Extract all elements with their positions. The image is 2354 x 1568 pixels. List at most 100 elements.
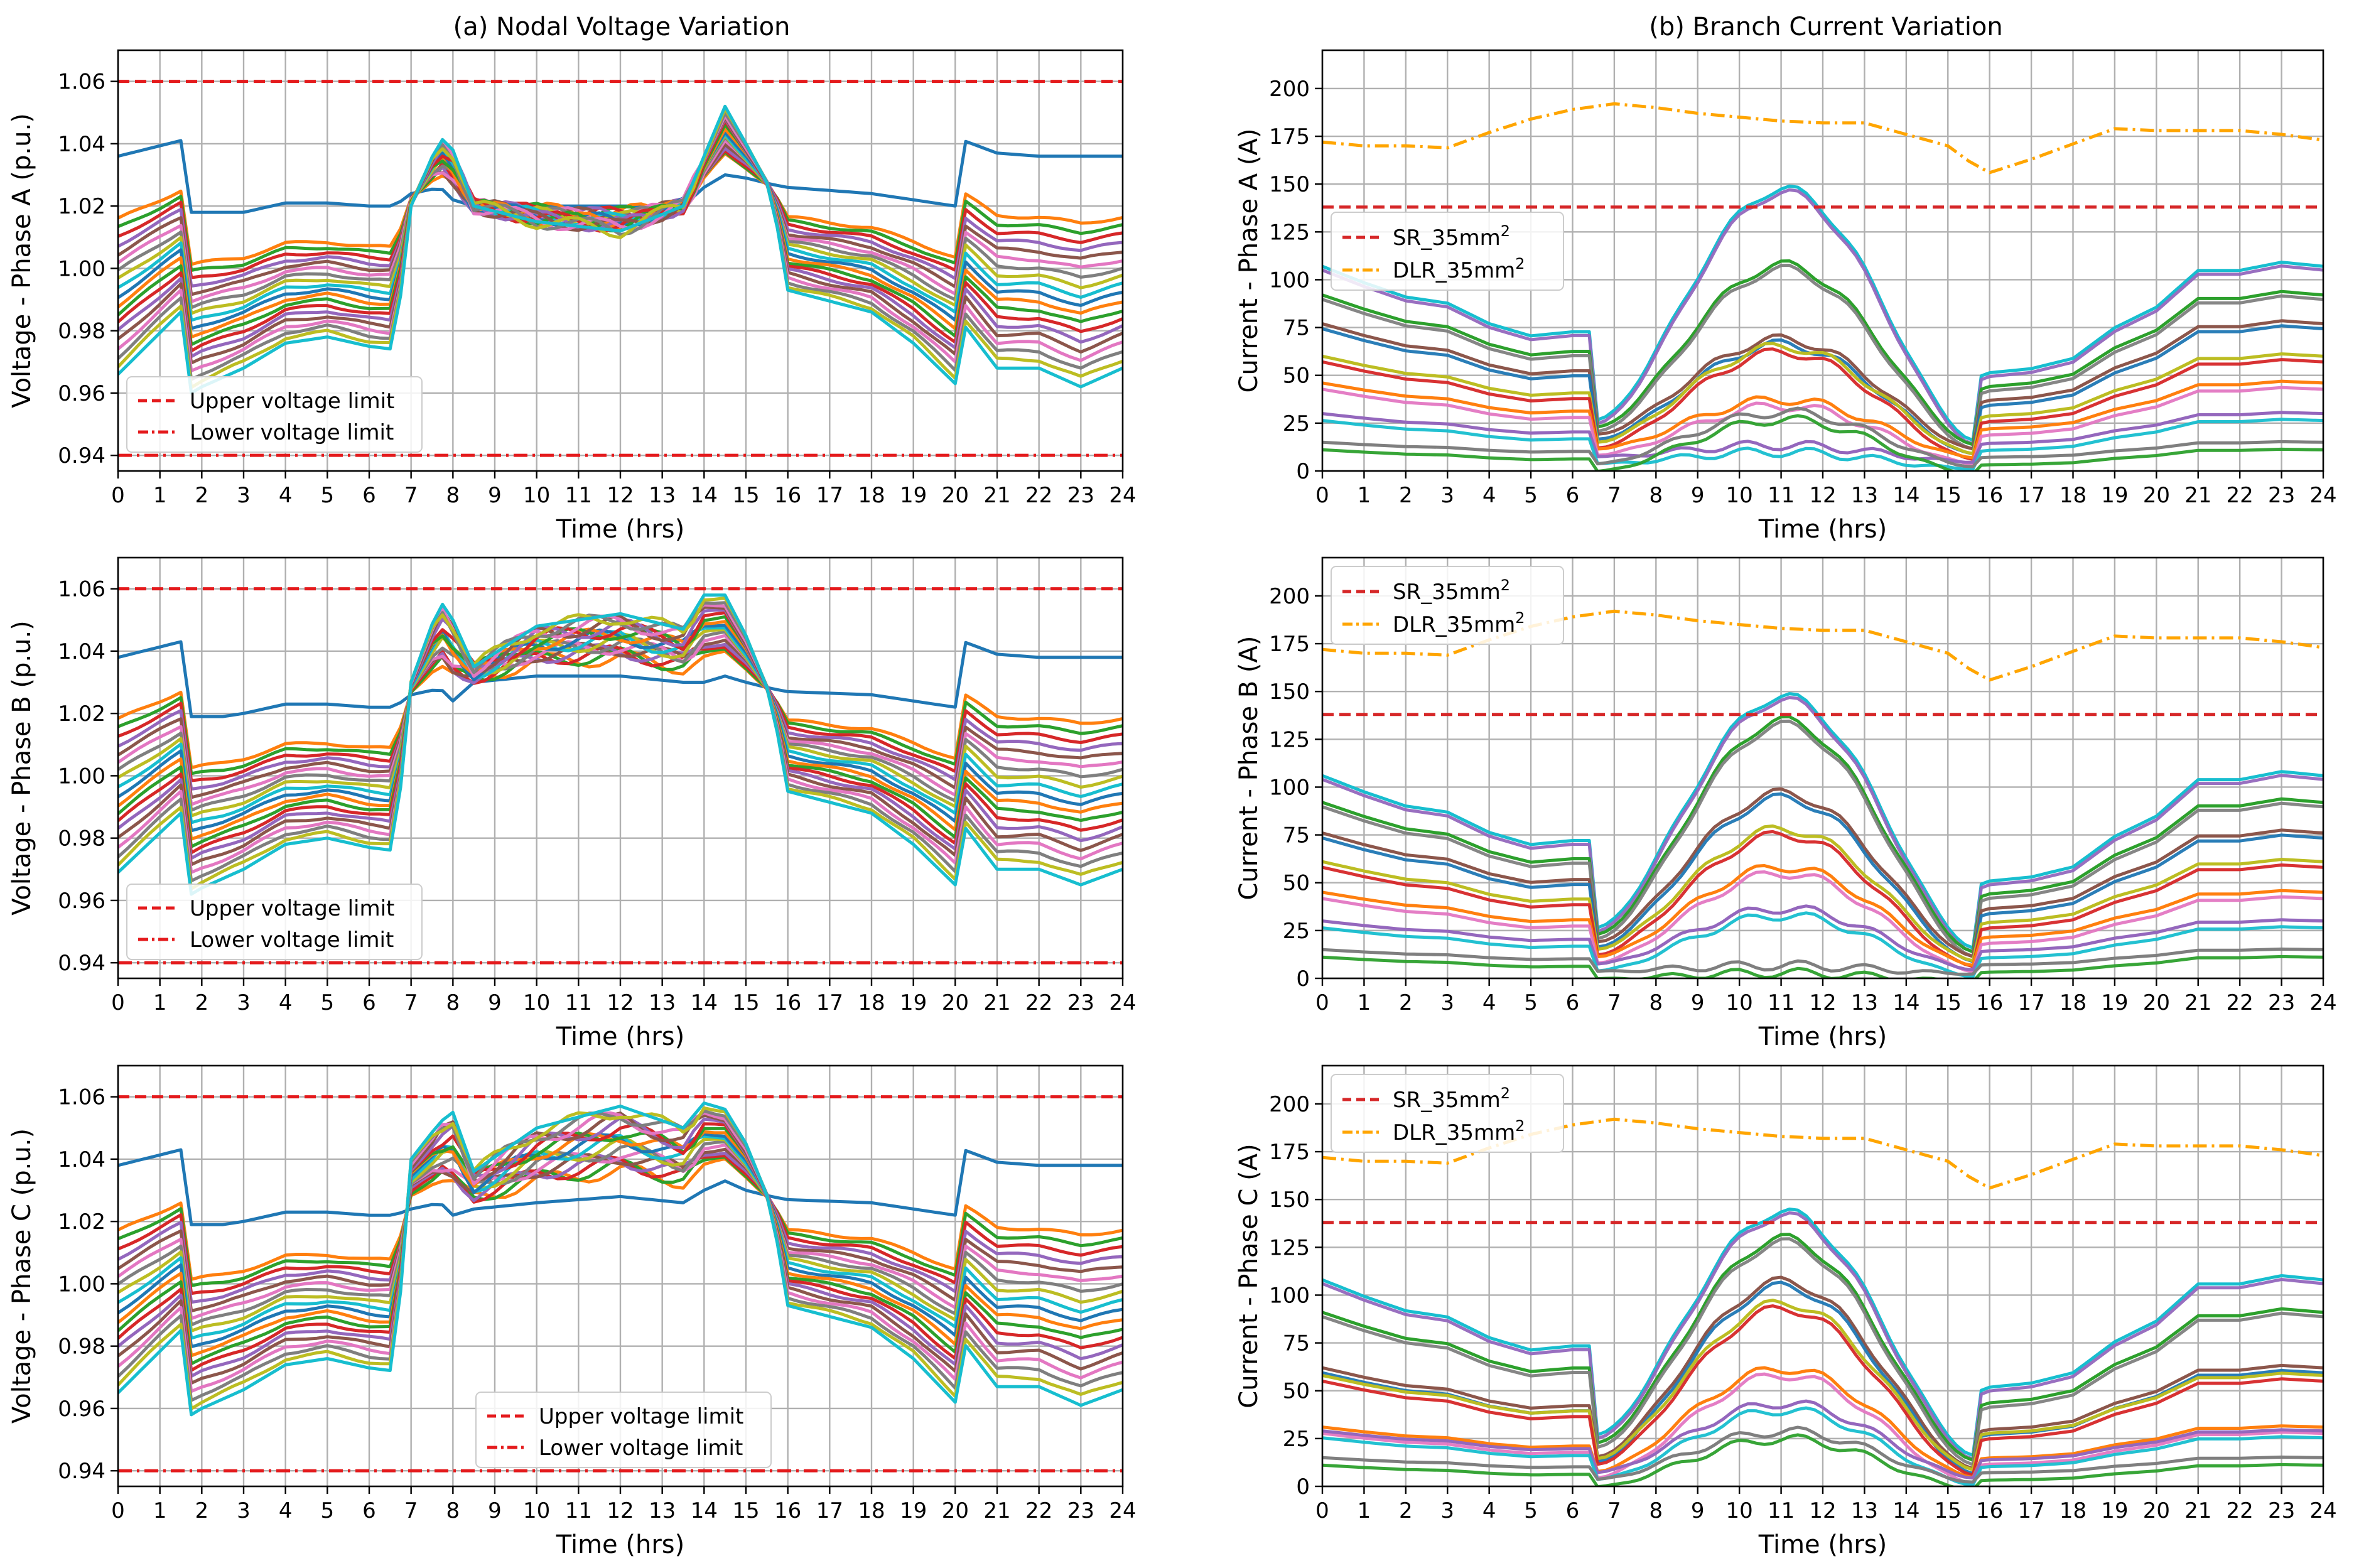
x-tick-label: 8 — [446, 990, 460, 1015]
legend-upper-label: Upper voltage limit — [539, 1404, 743, 1429]
x-tick-label: 24 — [2309, 1498, 2336, 1523]
x-tick-label: 2 — [195, 483, 209, 508]
chart-c-a: 0 1 2 3 4 5 6 7 8 9 10 11 12 13 14 15 16 17 18 19 20 21 22 23 24… — [1234, 49, 2337, 544]
x-tick-label: 24 — [1109, 990, 1136, 1015]
x-tick-label: 11 — [1768, 990, 1795, 1015]
y-tick-label: 1.04 — [58, 639, 105, 664]
y-tick-label: 1.00 — [58, 256, 105, 281]
voltage-series-node-1 — [118, 640, 1123, 718]
x-tick-label: 21 — [2184, 990, 2211, 1015]
current-series-3-b — [1322, 324, 2323, 456]
legend-sr-sup: 2 — [1501, 576, 1510, 594]
current-series-3 — [1322, 787, 2323, 958]
x-tick-label: 22 — [1025, 990, 1052, 1015]
y-axis-label: Voltage - Phase B (p.u.) — [8, 620, 36, 916]
y-tick-label: 125 — [1269, 727, 1310, 752]
x-tick-label: 5 — [321, 483, 335, 508]
x-tick-label: 23 — [1067, 1498, 1094, 1523]
y-axis-label: Current - Phase B (A) — [1234, 636, 1263, 900]
series-group — [1322, 692, 2323, 978]
y-tick-label: 50 — [1283, 871, 1310, 896]
x-tick-label: 19 — [2101, 483, 2128, 508]
legend-dlr-label: DLR_35mm2 — [1393, 609, 1525, 637]
x-tick-label: 17 — [816, 1498, 843, 1523]
x-tick-label: 17 — [816, 990, 843, 1015]
x-tick-label: 16 — [1976, 990, 2003, 1015]
x-tick-label: 7 — [1607, 1498, 1621, 1523]
current-series-4-b — [1322, 1304, 2323, 1477]
x-tick-label: 14 — [691, 990, 718, 1015]
x-axis-label: Time (hrs) — [556, 515, 684, 544]
x-tick-label: 10 — [523, 1498, 550, 1523]
series-group — [118, 1101, 1123, 1417]
current-series-4-b — [1322, 830, 2323, 968]
x-tick-label: 3 — [237, 1498, 251, 1523]
legend-dlr-sup: 2 — [1515, 609, 1525, 627]
legend-sr-label: SR_35mm2 — [1393, 222, 1510, 251]
legend-dlr-sup: 2 — [1515, 255, 1525, 273]
y-tick-label: 50 — [1283, 1379, 1310, 1404]
x-tick-label: 14 — [1892, 483, 1919, 508]
x-tick-label: 15 — [1935, 483, 1962, 508]
x-tick-label: 19 — [900, 990, 927, 1015]
plot-frame — [1321, 556, 2324, 980]
x-tick-label: 13 — [649, 483, 676, 508]
chart-v-a: 0 1 2 3 4 5 6 7 8 9 10 11 12 13 14 15 16 17 18 19 20 21 22 23 24… — [8, 49, 1137, 544]
x-tick-label: 1 — [153, 483, 167, 508]
current-series-7-b — [1322, 414, 2323, 471]
x-tick-label: 16 — [774, 990, 801, 1015]
y-tick-label: 0 — [1296, 459, 1310, 484]
y-tick-label: 1.00 — [58, 1272, 105, 1297]
x-tick-label: 16 — [1976, 483, 2003, 508]
current-series-5 — [1322, 864, 2323, 967]
legend-dlr-label: DLR_35mm2 — [1393, 255, 1525, 283]
x-tick-label: 12 — [1809, 990, 1836, 1015]
current-series-7-b — [1322, 954, 2323, 978]
legend-box — [126, 884, 423, 960]
x-tick-label: 4 — [279, 990, 293, 1015]
series-group — [118, 593, 1123, 896]
x-tick-label: 18 — [2060, 483, 2087, 508]
y-tick-label: 0.94 — [58, 443, 105, 468]
x-tick-label: 1 — [1358, 990, 1371, 1015]
legend-sr-text: SR_35mm — [1393, 1088, 1501, 1113]
x-tick-label: 15 — [732, 1498, 759, 1523]
x-tick-label: 18 — [858, 483, 885, 508]
x-tick-label: 6 — [362, 483, 376, 508]
y-tick-label: 100 — [1269, 775, 1310, 800]
x-tick-label: 6 — [362, 1498, 376, 1523]
x-tick-label: 0 — [111, 483, 125, 508]
x-tick-label: 20 — [942, 1498, 969, 1523]
legend-dlr-text: DLR_35mm — [1393, 1120, 1515, 1145]
current-series-2 — [1322, 715, 2323, 954]
x-tick-label: 20 — [942, 990, 969, 1015]
current-series-6 — [1322, 1399, 2323, 1480]
y-tick-label: 100 — [1269, 268, 1310, 293]
x-tick-label: 10 — [1726, 1498, 1753, 1523]
y-tick-label: 0.94 — [58, 951, 105, 976]
x-tick-label: 7 — [1607, 990, 1621, 1015]
x-axis-label: Time (hrs) — [1758, 1530, 1887, 1559]
x-tick-label: 13 — [1851, 483, 1878, 508]
x-tick-label: 2 — [1399, 1498, 1413, 1523]
y-tick-label: 175 — [1269, 632, 1310, 657]
x-tick-label: 1 — [1358, 483, 1371, 508]
y-tick-label: 175 — [1269, 124, 1310, 149]
x-axis-label: Time (hrs) — [556, 1022, 684, 1051]
x-tick-label: 10 — [523, 990, 550, 1015]
x-tick-label: 12 — [1809, 1498, 1836, 1523]
current-series-7 — [1322, 406, 2323, 468]
legend-sr-text: SR_35mm — [1393, 225, 1501, 251]
x-tick-label: 4 — [1482, 483, 1496, 508]
y-tick-label: 1.02 — [58, 194, 105, 219]
x-tick-label: 13 — [1851, 990, 1878, 1015]
current-series-3 — [1322, 319, 2323, 451]
x-tick-label: 22 — [2227, 483, 2254, 508]
x-tick-label: 7 — [404, 1498, 418, 1523]
y-tick-label: 25 — [1283, 919, 1310, 944]
x-tick-label: 20 — [2143, 1498, 2170, 1523]
x-tick-label: 13 — [1851, 1498, 1878, 1523]
x-tick-label: 14 — [1892, 1498, 1919, 1523]
